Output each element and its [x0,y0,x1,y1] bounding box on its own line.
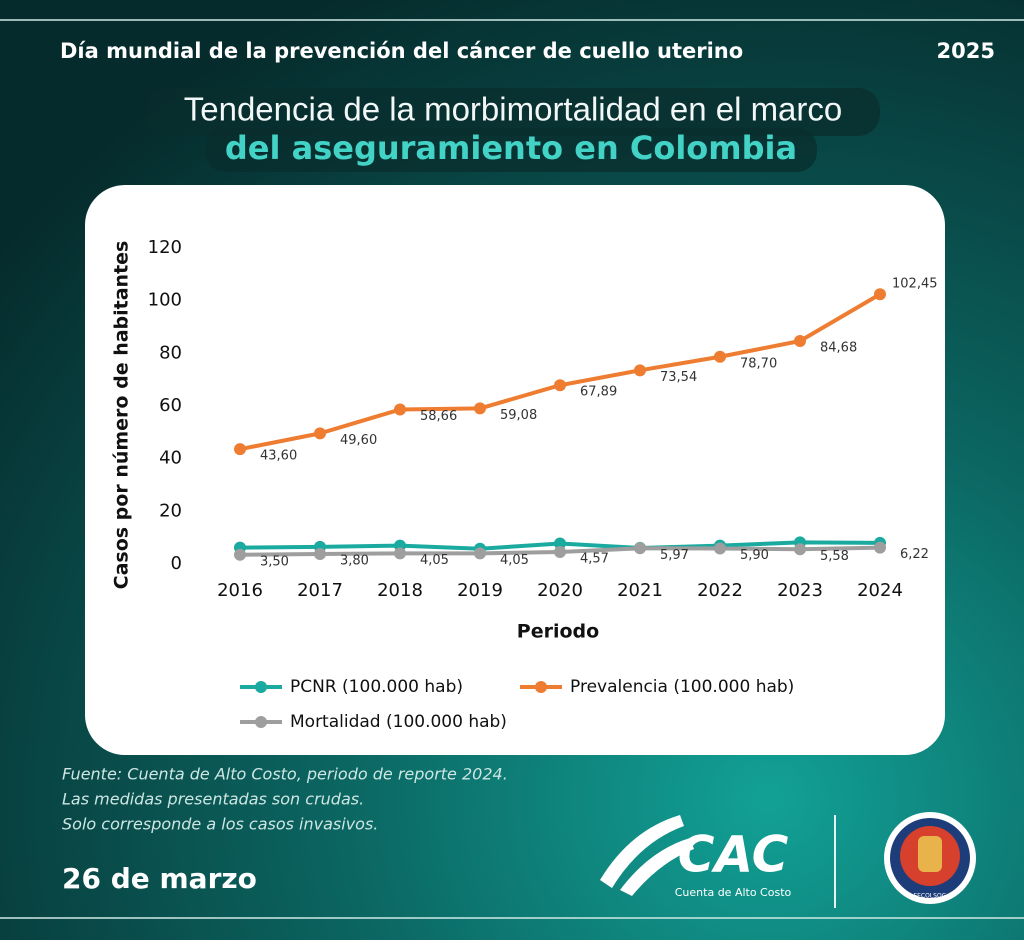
data-label: 67,89 [580,385,617,400]
data-label: 102,45 [892,277,938,292]
x-tick-label: 2023 [777,580,823,601]
data-label: 43,60 [260,449,297,464]
x-tick-label: 2020 [537,580,583,601]
data-point [714,542,726,555]
data-point [234,548,246,561]
data-label: 84,68 [820,341,857,356]
x-tick-label: 2024 [857,580,903,601]
data-point [794,335,806,348]
data-point [394,547,406,560]
data-point [634,542,646,555]
data-point [314,547,326,560]
legend-marker [535,681,547,693]
x-tick-label: 2017 [297,580,343,601]
footer-note: Solo corresponde a los casos invasivos. [62,815,378,834]
data-label: 78,70 [740,356,777,371]
x-axis-title: Periodo [517,621,599,643]
x-tick-label: 2016 [217,580,263,601]
data-point [314,427,326,440]
legend-marker [255,716,267,728]
title-pill [146,88,880,136]
legend-label: Mortalidad (100.000 hab) [290,712,507,732]
data-point [394,403,406,416]
legend-label: PCNR (100.000 hab) [290,677,463,697]
data-label: 5,97 [660,548,689,563]
y-tick-label: 60 [159,395,182,416]
data-label: 4,05 [420,553,449,568]
data-label: 58,66 [420,409,457,424]
data-point [874,541,886,554]
data-label: 4,05 [500,553,529,568]
y-tick-label: 120 [148,237,182,258]
data-label: 5,90 [740,548,769,563]
x-tick-label: 2022 [697,580,743,601]
data-label: 5,58 [820,549,849,564]
title-line-1: Tendencia de la morbimortalidad en el ma… [184,91,843,128]
legend-label: Prevalencia (100.000 hab) [570,677,794,697]
fecolsog-figure [918,836,942,872]
data-point [554,537,566,550]
fecolsog-label: FECOLSOG [914,893,947,900]
footer-note: Las medidas presentadas son crudas. [62,790,364,809]
date: 26 de marzo [62,862,257,895]
data-label: 4,57 [580,551,609,566]
data-point [234,443,246,456]
y-tick-label: 0 [171,553,182,574]
data-point [634,364,646,377]
data-point [714,350,726,363]
data-point [794,543,806,556]
data-point [874,288,886,301]
data-point [474,402,486,415]
data-label: 3,50 [260,554,289,569]
y-tick-label: 80 [159,342,182,363]
data-label: 3,80 [340,553,369,568]
y-axis-title: Casos por número de habitantes [111,241,133,590]
title-pill [205,128,817,172]
x-tick-label: 2018 [377,580,423,601]
year: 2025 [937,39,995,63]
chart-card [85,185,945,755]
cac-logo: CAC [678,826,789,884]
data-label: 73,54 [660,370,697,385]
footer-note: Fuente: Cuenta de Alto Costo, periodo de… [62,765,508,784]
data-label: 6,22 [900,547,929,562]
y-tick-label: 100 [148,290,182,311]
title-line-2: del aseguramiento en Colombia [225,129,797,167]
data-label: 59,08 [500,408,537,423]
event-title: Día mundial de la prevención del cáncer … [60,39,743,63]
cac-swoosh [600,815,694,896]
y-tick-label: 40 [159,448,182,469]
cac-subtitle: Cuenta de Alto Costo [675,886,792,899]
x-tick-label: 2019 [457,580,503,601]
legend-marker [255,681,267,693]
data-point [554,379,566,392]
data-label: 49,60 [340,433,377,448]
data-point [554,545,566,558]
plot: 0 20 40 60 80 100 120 2016 2017 2018 2019 2020 2021 2… [148,237,938,732]
x-tick-label: 2021 [617,580,663,601]
data-point [474,547,486,560]
y-tick-label: 20 [159,500,182,521]
